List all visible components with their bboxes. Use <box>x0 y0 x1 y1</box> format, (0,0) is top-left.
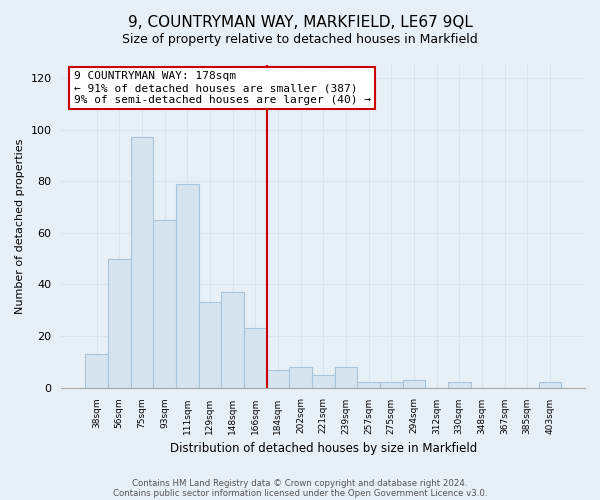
Text: 9 COUNTRYMAN WAY: 178sqm
← 91% of detached houses are smaller (387)
9% of semi-d: 9 COUNTRYMAN WAY: 178sqm ← 91% of detach… <box>74 72 371 104</box>
Bar <box>85 354 108 388</box>
Bar <box>289 367 312 388</box>
Text: Size of property relative to detached houses in Markfield: Size of property relative to detached ho… <box>122 32 478 46</box>
Bar <box>131 138 153 388</box>
Bar <box>176 184 199 388</box>
Bar <box>403 380 425 388</box>
Bar <box>335 367 357 388</box>
Bar <box>244 328 266 388</box>
Bar <box>448 382 470 388</box>
Bar <box>357 382 380 388</box>
X-axis label: Distribution of detached houses by size in Markfield: Distribution of detached houses by size … <box>170 442 477 455</box>
Text: Contains HM Land Registry data © Crown copyright and database right 2024.: Contains HM Land Registry data © Crown c… <box>132 478 468 488</box>
Text: 9, COUNTRYMAN WAY, MARKFIELD, LE67 9QL: 9, COUNTRYMAN WAY, MARKFIELD, LE67 9QL <box>128 15 472 30</box>
Bar <box>199 302 221 388</box>
Bar <box>539 382 561 388</box>
Y-axis label: Number of detached properties: Number of detached properties <box>15 138 25 314</box>
Bar <box>380 382 403 388</box>
Bar <box>312 374 335 388</box>
Bar <box>153 220 176 388</box>
Bar <box>266 370 289 388</box>
Bar <box>108 258 131 388</box>
Text: Contains public sector information licensed under the Open Government Licence v3: Contains public sector information licen… <box>113 488 487 498</box>
Bar <box>221 292 244 388</box>
